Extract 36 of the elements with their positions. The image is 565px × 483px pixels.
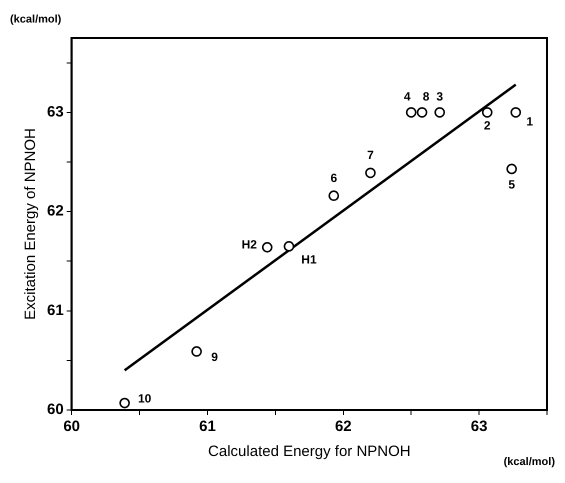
- x-axis-title: Calculated Energy for NPNOH: [208, 443, 411, 460]
- point: [506, 164, 517, 174]
- annotation: 8: [422, 90, 430, 104]
- x-tick-label: 60: [63, 418, 80, 436]
- annotation: 7: [367, 148, 374, 162]
- annotation: 6: [330, 171, 338, 186]
- annotation: H2: [242, 238, 258, 252]
- x-tick-label: 62: [334, 418, 352, 436]
- text: (kcal/mol): [504, 456, 556, 468]
- point: [365, 168, 376, 178]
- point: [119, 398, 130, 408]
- point: [416, 107, 428, 118]
- annotation: 10: [138, 391, 152, 406]
- annotation: 4: [404, 90, 411, 104]
- point: [328, 190, 340, 202]
- y-tick-label: 63: [46, 104, 64, 121]
- point: [284, 241, 294, 252]
- text: (kcal/mol): [10, 14, 62, 26]
- annotation: H1: [301, 252, 317, 267]
- annotation: 1: [526, 114, 534, 129]
- y-tick-label: 62: [46, 202, 64, 220]
- annotation: 9: [211, 350, 218, 364]
- y-tick-label: 60: [46, 401, 64, 418]
- y-tick-label: 61: [46, 302, 64, 319]
- point: [191, 346, 202, 357]
- point: [262, 242, 273, 253]
- point: [406, 107, 416, 118]
- point: [434, 107, 446, 118]
- x-tick-label: 63: [470, 418, 488, 436]
- point: [510, 107, 522, 118]
- point: [482, 107, 493, 118]
- x-tick-label: 61: [199, 418, 216, 436]
- annotation: 2: [484, 118, 491, 133]
- annotation: 3: [436, 90, 444, 104]
- annotation: 5: [508, 177, 516, 192]
- y-axis-title: Excitation Energy of NPNOH: [22, 128, 40, 320]
